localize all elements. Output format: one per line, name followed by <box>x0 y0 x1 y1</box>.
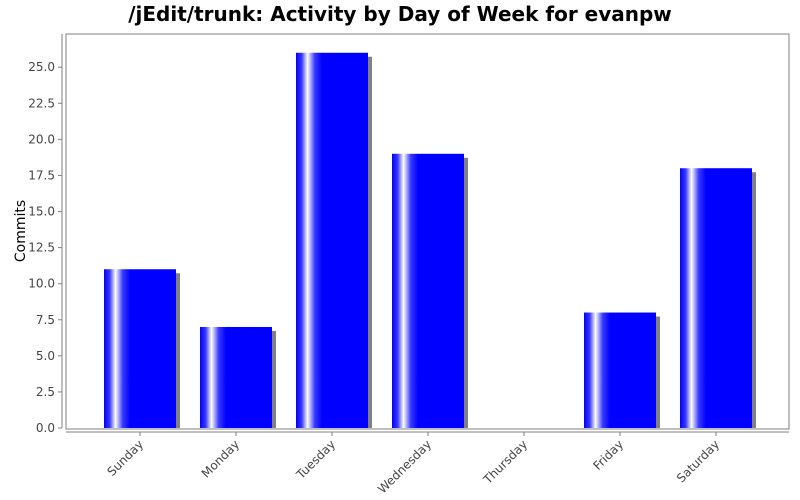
y-tick-label: 10.0 <box>28 277 55 291</box>
y-tick-label: 5.0 <box>36 349 55 363</box>
x-tick-label: Thursday <box>480 437 530 487</box>
y-tick-label: 20.0 <box>28 132 55 146</box>
x-tick-label: Sunday <box>104 437 146 479</box>
y-axis-label: Commits <box>13 200 29 262</box>
y-tick-label: 17.5 <box>28 168 55 182</box>
bar <box>200 326 272 428</box>
y-tick-label: 12.5 <box>28 241 55 255</box>
y-tick-label: 7.5 <box>36 313 55 327</box>
bar <box>296 52 368 429</box>
x-tick-label: Saturday <box>674 437 722 485</box>
y-tick-label: 15.0 <box>28 205 55 219</box>
x-tick-label: Tuesday <box>293 437 338 482</box>
chart-title: /jEdit/trunk: Activity by Day of Week fo… <box>128 2 672 26</box>
x-axis: Sunday Monday Tuesday Wednesday Thursday Frid… <box>66 431 789 496</box>
y-tick-label: 25.0 <box>28 60 55 74</box>
bar <box>392 153 464 429</box>
y-tick-label: 0.0 <box>36 421 55 435</box>
bar <box>680 168 752 428</box>
x-tick-label: Friday <box>591 437 627 473</box>
bar <box>584 312 656 428</box>
x-tick-label: Wednesday <box>375 437 434 496</box>
y-tick-label: 22.5 <box>28 96 55 110</box>
x-tick-label: Monday <box>199 437 242 480</box>
bar <box>104 269 176 428</box>
y-axis: 0.0 2.5 5.0 7.5 10.0 12.5 15.0 17.5 20.0 22.5 25.0 <box>28 34 63 435</box>
bars <box>104 52 752 429</box>
y-tick-label: 2.5 <box>36 385 55 399</box>
